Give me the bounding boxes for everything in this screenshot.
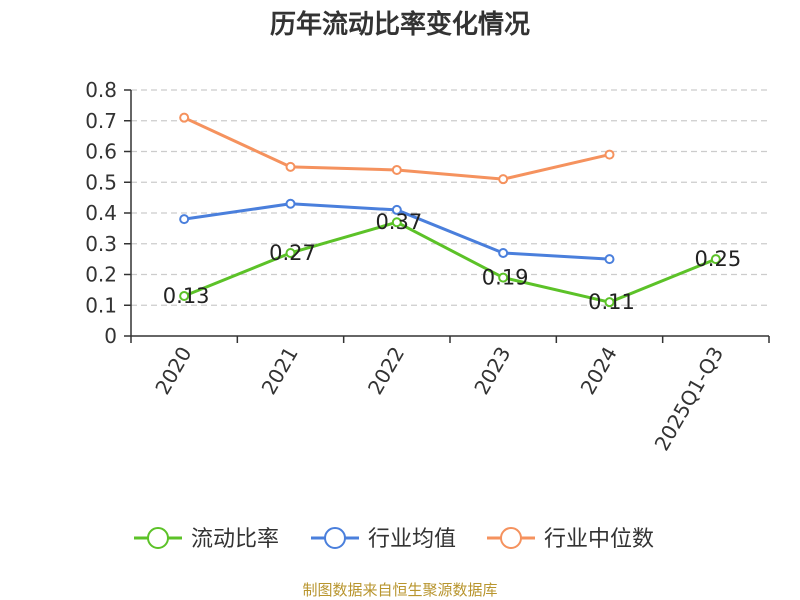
legend-label: 行业中位数 [544,527,654,552]
data-point [391,164,402,175]
series-0 [179,217,721,308]
x-axis-ticks: 2020 2021 2022 2023 2024 2025Q1-Q3 [150,342,728,454]
data-label: 0.25 [694,247,741,271]
data-point [604,297,615,308]
data-point [498,174,509,185]
legend: 流动比率 行业均值 行业中位数 [134,527,654,552]
data-label: 0.13 [163,284,210,308]
data-label: 0.11 [588,290,635,314]
series-lines [179,112,721,308]
data-point [285,247,296,258]
y-tick-label: 0.7 [85,109,117,133]
data-point [604,254,615,265]
data-point [498,272,509,283]
y-axis-ticks: 0 0.1 0.2 0.3 0.4 0.5 0.6 0.7 0.8 [85,78,117,348]
data-label: 0.37 [375,210,422,234]
y-tick-label: 0.4 [85,201,117,225]
x-tick-label: 2025Q1-Q3 [649,343,728,455]
y-tick-label: 0.1 [85,293,117,317]
legend-marker [147,527,169,549]
series-1 [179,198,615,265]
x-tick-label: 2020 [150,343,196,399]
y-tick-label: 0 [104,324,117,348]
data-point [710,254,721,265]
y-tick-label: 0.5 [85,170,117,194]
data-point [498,247,509,258]
legend-label: 流动比率 [191,527,279,552]
data-point [285,198,296,209]
x-tick-label: 2024 [576,343,622,399]
legend-marker [324,527,346,549]
legend-marker [500,527,522,549]
data-point [285,161,296,172]
source-note: 制图数据来自恒生聚源数据库 [302,581,497,599]
data-label: 0.19 [482,266,529,290]
grid-lines [131,89,769,306]
x-tick-label: 2022 [363,343,409,399]
data-label: 0.27 [269,241,316,265]
data-point [391,204,402,215]
y-tick-label: 0.2 [85,263,117,287]
data-point [391,217,402,228]
y-tick-label: 0.6 [85,140,117,164]
y-tick-label: 0.3 [85,232,117,256]
y-tick-label: 0.8 [85,78,117,102]
data-point [604,149,615,160]
legend-item-2: 行业中位数 [487,527,654,552]
data-labels: 0.13 0.27 0.37 0.19 0.11 0.25 [163,210,741,314]
x-tick-label: 2023 [469,342,515,398]
data-point [179,214,190,225]
data-point [179,112,190,123]
legend-item-0: 流动比率 [134,527,279,552]
series-line [183,220,717,304]
x-tick-label: 2021 [257,343,303,399]
legend-item-1: 行业均值 [311,527,456,552]
series-2 [179,112,615,185]
legend-label: 行业均值 [368,527,456,552]
data-point [179,291,190,302]
chart-title: 历年流动比率变化情况 [270,9,530,40]
axes [124,89,770,343]
